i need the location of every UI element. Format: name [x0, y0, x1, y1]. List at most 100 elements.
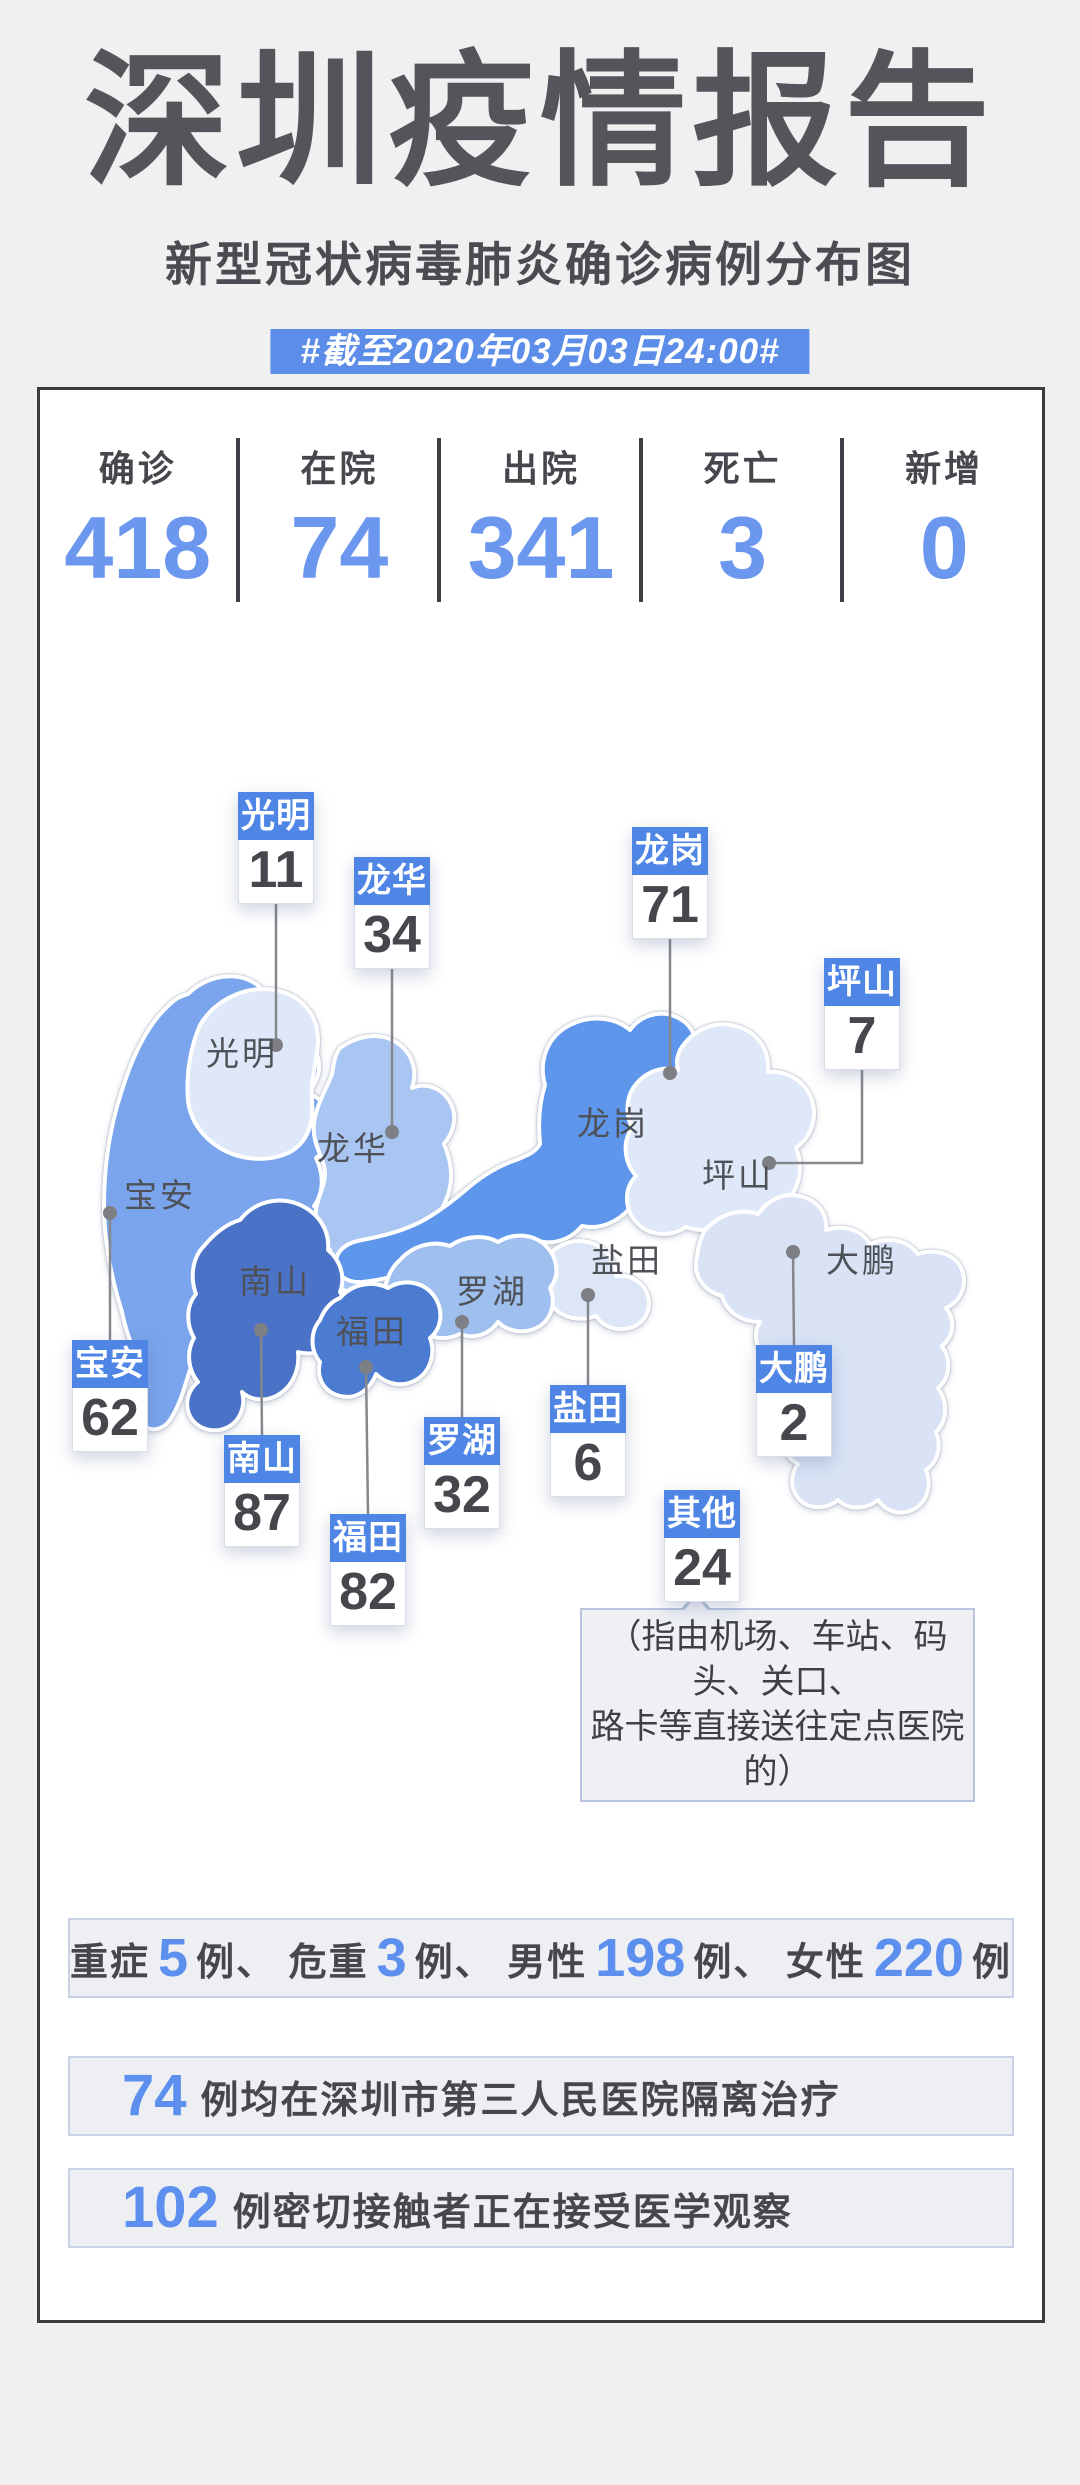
severity-label: 重症	[70, 1941, 151, 1984]
other-cases-note: （指由机场、车站、码头、关口、 路卡等直接送往定点医院的）	[580, 1591, 975, 1802]
severity-suffix: 例、	[414, 1941, 495, 1984]
severity-suffix: 例、	[693, 1941, 774, 1984]
stat-value: 3	[718, 498, 768, 597]
page-subtitle: 新型冠状病毒肺炎确诊病例分布图	[165, 238, 915, 291]
callout-case-count: 71	[632, 875, 708, 939]
callout-district-name: 光明	[238, 792, 314, 840]
stat-deaths: 死亡 3	[642, 432, 844, 612]
district-callout-南山: 南山 87	[224, 1435, 300, 1547]
district-callout-福田: 福田 82	[330, 1514, 406, 1626]
stat-in-hospital: 在院 74	[239, 432, 441, 612]
stat-label: 出院	[501, 448, 580, 489]
map-label-龙华: 龙华	[317, 1130, 389, 1167]
callout-connector-南山	[259, 1329, 264, 1436]
district-anchor-dot	[269, 1038, 283, 1052]
district-shape-盐田	[538, 1239, 651, 1332]
callout-case-count: 2	[756, 1393, 832, 1457]
district-callout-宝安: 宝安 62	[72, 1340, 148, 1452]
stat-label: 死亡	[703, 448, 782, 489]
stat-value: 74	[290, 498, 389, 597]
map-label-罗湖: 罗湖	[456, 1273, 528, 1310]
district-anchor-dot	[786, 1245, 800, 1259]
map-label-盐田: 盐田	[591, 1242, 663, 1279]
callout-district-name: 罗湖	[424, 1417, 500, 1465]
callout-case-count: 34	[354, 905, 430, 969]
district-anchor-dot	[581, 1288, 595, 1302]
severity-label: 男性	[507, 1941, 588, 1984]
map-label-南山: 南山	[239, 1263, 311, 1300]
callout-district-name: 南山	[224, 1435, 300, 1483]
map-label-坪山: 坪山	[702, 1157, 774, 1194]
hospital-text: 例均在深圳市第三人民医院隔离治疗	[200, 2079, 841, 2122]
stat-value: 341	[467, 498, 615, 597]
callout-district-name: 坪山	[824, 958, 900, 1006]
footer: 深圳卫健委 深圳疾控	[0, 2323, 1080, 2485]
district-callout-大鹏: 大鹏 2	[756, 1345, 832, 1457]
district-shape-光明	[185, 987, 320, 1161]
callout-district-name: 龙岗	[632, 827, 708, 875]
callout-case-count: 6	[550, 1433, 626, 1497]
callout-connectors	[103, 904, 864, 1515]
callout-district-name: 福田	[330, 1514, 406, 1562]
severity-gender-card: 重症 5 例、 危重 3 例、 男性 198 例、 女性 220 例	[68, 1918, 1014, 1998]
stat-value: 418	[64, 498, 212, 597]
date-badge: #截至2020年03月03日24:00#	[270, 329, 810, 374]
district-anchor-dot	[455, 1315, 469, 1329]
observation-count: 102	[122, 2175, 219, 2240]
severity-value: 5	[158, 1928, 189, 1988]
stat-new: 新增 0	[843, 432, 1045, 612]
callout-case-count: 24	[664, 1538, 740, 1602]
district-shape-南山	[185, 1198, 350, 1433]
district-anchor-dot	[103, 1206, 117, 1220]
callout-district-name: 龙华	[354, 857, 430, 905]
stat-label: 新增	[905, 448, 984, 489]
district-anchor-dot	[762, 1156, 776, 1170]
district-anchor-dot	[663, 1066, 677, 1080]
callout-district-name: 其他	[664, 1490, 740, 1538]
district-callout-坪山: 坪山 7	[824, 958, 900, 1070]
callout-connector-大鹏	[791, 1251, 796, 1346]
hospital-count: 74	[122, 2063, 187, 2128]
callout-connector-福田	[364, 1366, 370, 1515]
callout-district-name: 大鹏	[756, 1345, 832, 1393]
map-label-龙岗: 龙岗	[577, 1105, 649, 1142]
map-label-福田: 福田	[336, 1313, 408, 1350]
stat-label: 在院	[300, 448, 379, 489]
district-callout-罗湖: 罗湖 32	[424, 1417, 500, 1529]
severity-label: 女性	[785, 1941, 866, 1984]
district-anchor-dot	[254, 1323, 268, 1337]
page-title: 深圳疫情报告	[84, 40, 996, 203]
district-shape-福田	[310, 1280, 443, 1399]
map-label-光明: 光明	[206, 1035, 278, 1072]
callout-district-name: 宝安	[72, 1340, 148, 1388]
callout-case-count: 87	[224, 1483, 300, 1547]
severity-suffix: 例	[971, 1941, 1012, 1984]
severity-suffix: 例、	[196, 1941, 277, 1984]
map-label-宝安: 宝安	[124, 1177, 196, 1214]
callout-case-count: 11	[238, 840, 314, 904]
hospital-card: 74 例均在深圳市第三人民医院隔离治疗	[68, 2056, 1014, 2136]
district-shapes	[102, 974, 966, 1515]
stat-confirmed: 确诊 418	[37, 432, 240, 612]
severity-label: 危重	[288, 1941, 369, 1984]
district-callout-光明: 光明 11	[238, 792, 314, 904]
stat-label: 确诊	[98, 448, 177, 489]
observation-text: 例密切接触者正在接受医学观察	[232, 2191, 793, 2234]
stat-discharged: 出院 341	[440, 432, 643, 612]
district-anchor-dot	[385, 1125, 399, 1139]
callout-connector-坪山	[769, 1070, 864, 1165]
map-label-大鹏: 大鹏	[826, 1242, 898, 1279]
note-line: 路卡等直接送往定点医院的）	[590, 1708, 965, 1791]
callout-case-count: 32	[424, 1465, 500, 1529]
district-anchor-dot	[359, 1360, 373, 1374]
callout-case-count: 82	[330, 1562, 406, 1626]
callout-case-count: 62	[72, 1388, 148, 1452]
severity-value: 220	[873, 1928, 964, 1988]
observation-card: 102 例密切接触者正在接受医学观察	[68, 2168, 1014, 2248]
note-line: （指由机场、车站、码头、关口、	[607, 1618, 948, 1701]
stat-value: 0	[919, 498, 969, 597]
district-callout-other: 其他 24	[664, 1490, 740, 1602]
